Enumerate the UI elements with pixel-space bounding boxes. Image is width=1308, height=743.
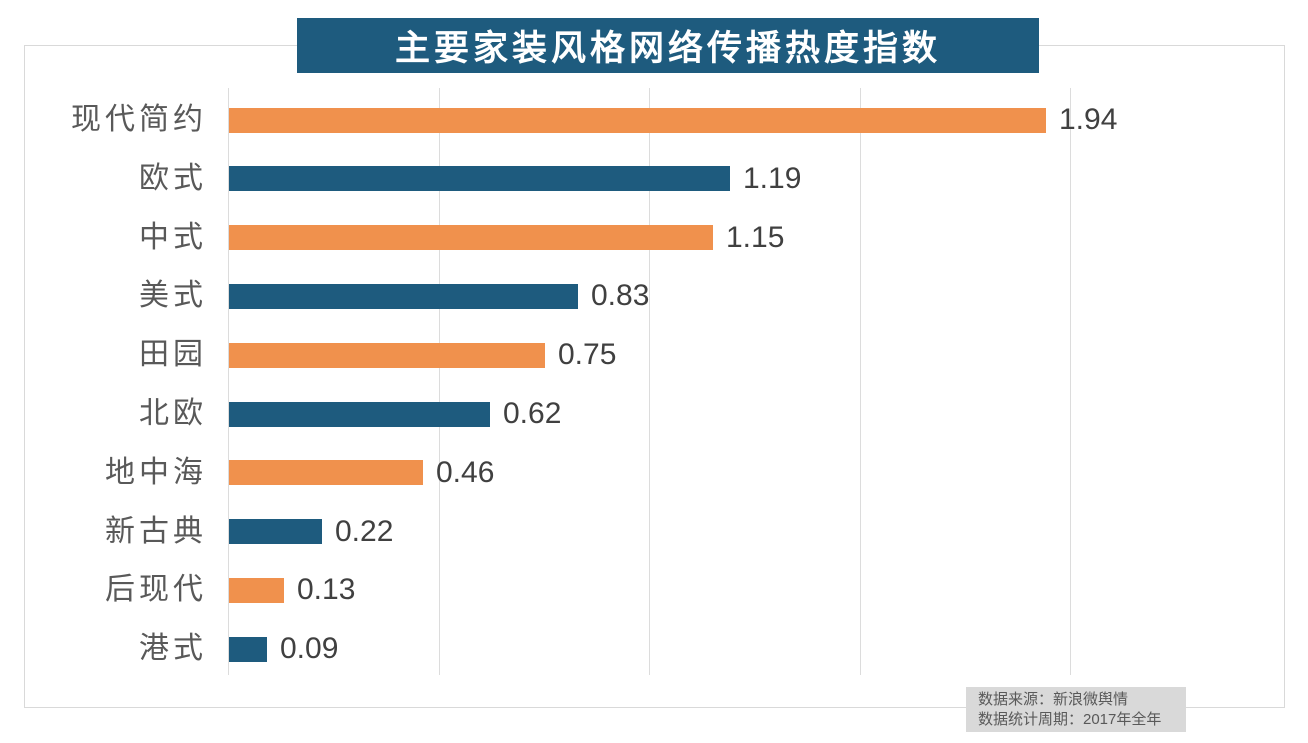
value-label: 0.62: [503, 397, 562, 430]
value-label: 1.19: [743, 162, 802, 195]
category-label: 北欧: [139, 397, 207, 430]
chart-title: 主要家装风格网络传播热度指数: [297, 18, 1039, 73]
category-label: 中式: [139, 221, 207, 254]
bar: [229, 108, 1046, 133]
gridline: [860, 88, 861, 675]
value-label: 0.09: [280, 632, 339, 665]
bar: [229, 460, 423, 485]
category-label: 田园: [139, 338, 207, 371]
gridline: [228, 88, 229, 675]
category-label: 新古典: [105, 515, 207, 548]
category-label: 美式: [139, 279, 207, 312]
bar: [229, 637, 267, 662]
value-label: 1.94: [1059, 103, 1118, 136]
bar: [229, 284, 578, 309]
category-label: 地中海: [105, 456, 207, 489]
value-label: 0.22: [335, 515, 394, 548]
bar: [229, 402, 490, 427]
category-label: 港式: [139, 632, 207, 665]
value-label: 1.15: [726, 221, 785, 254]
bar: [229, 519, 322, 544]
value-label: 0.75: [558, 338, 617, 371]
category-label: 现代简约: [71, 103, 207, 136]
value-label: 0.13: [297, 573, 356, 606]
bar: [229, 166, 730, 191]
category-label: 后现代: [105, 573, 207, 606]
gridline: [1070, 88, 1071, 675]
bar: [229, 578, 284, 603]
category-label: 欧式: [139, 162, 207, 195]
source-note-line2: 数据统计周期：2017年全年: [978, 711, 1162, 728]
bar: [229, 225, 713, 250]
source-note: 数据来源：新浪微舆情 数据统计周期：2017年全年: [966, 687, 1186, 732]
gridline: [649, 88, 650, 675]
source-note-line1: 数据来源：新浪微舆情: [978, 691, 1129, 708]
value-label: 0.83: [591, 279, 650, 312]
value-label: 0.46: [436, 456, 495, 489]
gridline: [439, 88, 440, 675]
bar: [229, 343, 545, 368]
